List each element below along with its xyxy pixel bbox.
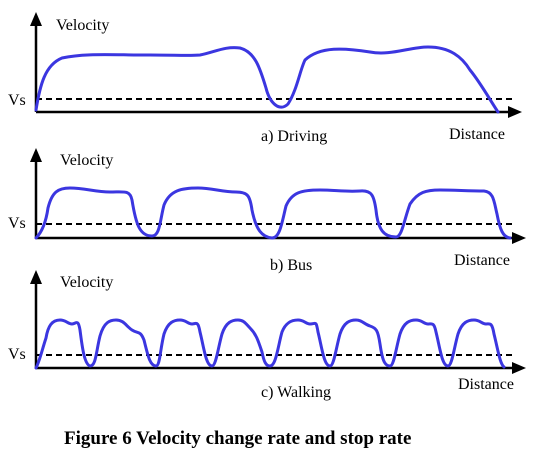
vs-label: Vs: [8, 92, 26, 109]
y-axis-arrow-icon: [30, 12, 42, 26]
x-axis-label: Distance: [458, 376, 514, 393]
panel-bus: Velocity Vs Distance b) Bus: [8, 148, 526, 274]
x-axis-label: Distance: [454, 252, 510, 269]
y-axis-label: Velocity: [60, 274, 113, 291]
panel-caption-driving: a) Driving: [261, 128, 327, 145]
panel-caption-bus: b) Bus: [270, 257, 312, 274]
figure-caption: Figure 6 Velocity change rate and stop r…: [64, 428, 411, 449]
x-axis-arrow-icon: [512, 232, 526, 244]
y-axis-label: Velocity: [56, 17, 109, 34]
x-axis-arrow-icon: [508, 106, 522, 118]
x-axis-arrow-icon: [512, 362, 526, 374]
velocity-curve-bus: [34, 186, 512, 240]
vs-label: Vs: [8, 215, 26, 232]
velocity-curve-driving: [34, 45, 500, 114]
vs-label: Vs: [8, 346, 26, 363]
velocity-curve-walking: [34, 318, 506, 370]
panel-walking: Velocity Vs Distance c) Walking: [8, 270, 526, 401]
y-axis-label: Velocity: [60, 152, 113, 169]
y-axis-arrow-icon: [30, 270, 42, 284]
panel-driving: Velocity Vs Distance a) Driving: [8, 12, 522, 145]
y-axis-arrow-icon: [30, 148, 42, 162]
x-axis-label: Distance: [449, 126, 505, 143]
panel-caption-walking: c) Walking: [261, 384, 331, 401]
